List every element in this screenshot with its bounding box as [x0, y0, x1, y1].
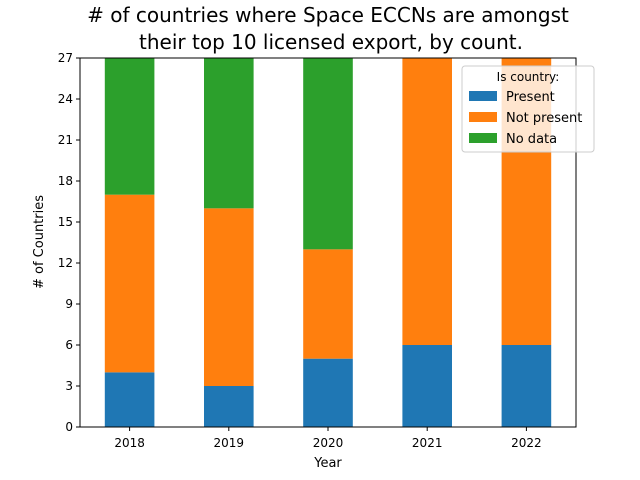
- bar-2018-present: [104, 372, 155, 427]
- x-tick-label: 2020: [313, 436, 344, 450]
- bar-2021-not-present: [402, 58, 452, 345]
- bars-group: [104, 58, 552, 427]
- legend-swatch-not-present: [469, 112, 497, 122]
- y-tick-label: 6: [65, 338, 73, 352]
- bar-2020-present: [303, 358, 353, 427]
- bar-2019-not-present: [204, 208, 254, 386]
- x-tick-label: 2018: [114, 436, 145, 450]
- bar-2021-present: [402, 345, 452, 427]
- bar-2019-no-data: [204, 58, 254, 209]
- bar-2018-not-present: [104, 194, 155, 373]
- x-tick-label: 2021: [412, 436, 443, 450]
- y-tick-label: 12: [58, 256, 73, 270]
- legend-label-no-data: No data: [506, 132, 557, 147]
- y-tick-label: 3: [65, 379, 73, 393]
- legend-title: Is country:: [497, 70, 560, 84]
- y-tick-label: 15: [58, 215, 73, 229]
- bar-2018-no-data: [104, 58, 155, 195]
- bar-2020-no-data: [303, 58, 353, 250]
- bar-2019-present: [204, 386, 254, 427]
- x-axis-label: Year: [313, 456, 342, 471]
- chart-title-line-1: # of countries where Space ECCNs are amo…: [87, 3, 569, 27]
- y-tick-label: 0: [65, 420, 73, 434]
- x-axis: 2018 2019 2020 2021 2022: [114, 427, 542, 450]
- x-tick-label: 2019: [214, 436, 245, 450]
- x-tick-label: 2022: [511, 436, 542, 450]
- y-axis-label: # of Countries: [32, 195, 47, 289]
- y-tick-label: 24: [58, 92, 73, 106]
- y-tick-label: 9: [65, 297, 73, 311]
- y-tick-label: 18: [58, 174, 73, 188]
- chart-title-line-2: their top 10 licensed export, by count.: [139, 30, 523, 54]
- legend-swatch-present: [469, 91, 497, 101]
- y-tick-label: 27: [58, 51, 73, 65]
- legend-swatch-no-data: [469, 133, 497, 143]
- legend: Is country: Present Not present No data: [461, 65, 595, 153]
- y-tick-label: 21: [58, 133, 73, 147]
- legend-label-present: Present: [506, 90, 555, 105]
- plot-frame: [79, 57, 577, 428]
- legend-label-not-present: Not present: [506, 111, 582, 126]
- y-axis: 0 3 6 9 12 15 18 21 24 27: [58, 51, 80, 434]
- legend-box: [461, 65, 595, 153]
- bar-2020-not-present: [303, 249, 353, 359]
- bar-2022-present: [501, 345, 552, 427]
